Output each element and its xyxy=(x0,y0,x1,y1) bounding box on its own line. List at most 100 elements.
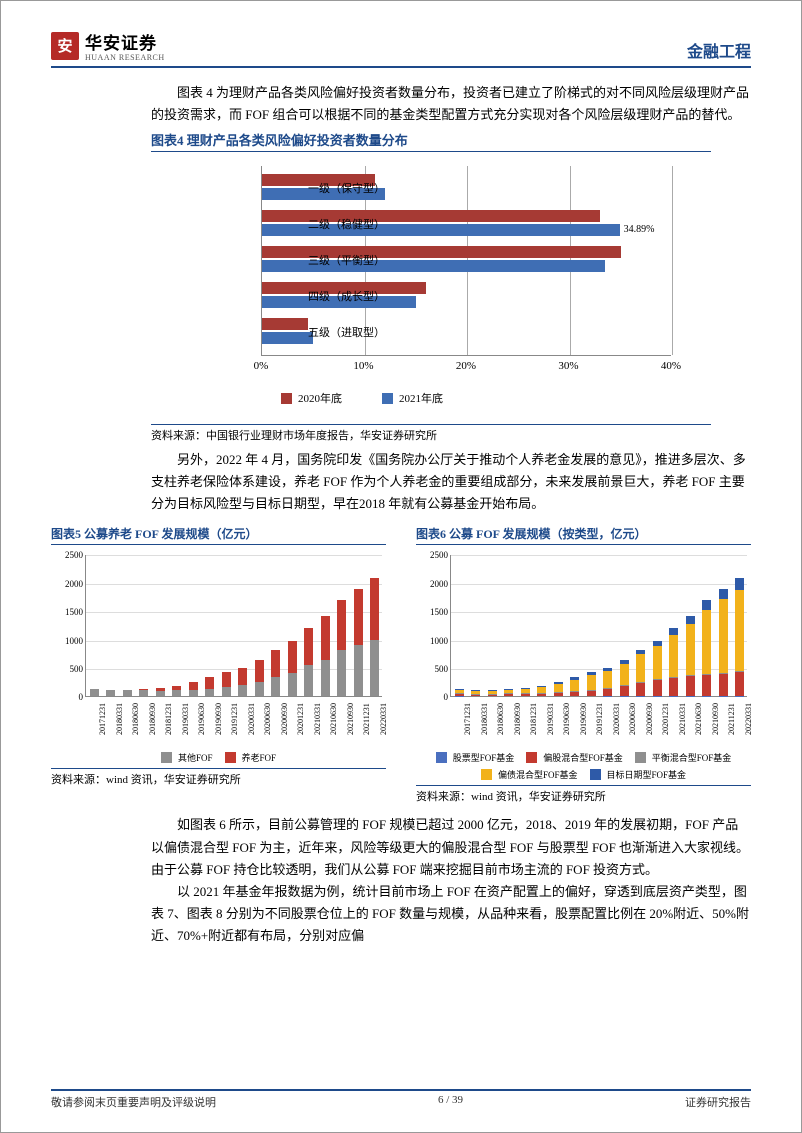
chart4-ylabel: 三级（平衡型） xyxy=(285,242,385,278)
stacked-segment xyxy=(304,628,313,664)
stacked-xtick: 20220331 xyxy=(379,687,388,735)
stacked-segment xyxy=(653,646,662,679)
chart4-callout: 34.89% xyxy=(624,224,655,235)
chart5-title: 图表5 公募养老 FOF 发展规模（亿元） xyxy=(51,525,386,545)
stacked-ytick: 500 xyxy=(70,664,84,674)
chart4-xtick: 20% xyxy=(456,360,476,372)
stacked-ytick: 1000 xyxy=(430,636,448,646)
stacked-segment xyxy=(653,641,662,646)
stacked-segment xyxy=(620,664,629,685)
stacked-segment xyxy=(669,628,678,634)
stacked-ytick: 1000 xyxy=(65,636,83,646)
chart5-legend: 其他FOF 养老FOF xyxy=(51,751,386,764)
stacked-segment xyxy=(669,677,678,696)
stacked-segment xyxy=(587,672,596,675)
stacked-segment xyxy=(702,696,711,697)
chart4-legend: 2020年底 2021年底 xyxy=(281,390,443,406)
header-category: 金融工程 xyxy=(687,38,751,62)
stacked-segment xyxy=(735,590,744,671)
stacked-segment xyxy=(702,674,711,696)
stacked-xtick: 20220331 xyxy=(744,687,753,735)
chart5-plot: 2017123120180331201806302018093020181231… xyxy=(85,555,382,697)
stacked-segment xyxy=(570,680,579,691)
stacked-segment xyxy=(172,690,181,696)
stacked-legend-item: 其他FOF xyxy=(161,751,213,764)
stacked-segment xyxy=(735,671,744,672)
stacked-segment xyxy=(735,672,744,696)
chart4-ylabel: 二级（稳健型） xyxy=(285,206,385,242)
stacked-segment xyxy=(504,693,513,696)
stacked-segment xyxy=(354,589,363,646)
footer-center: 6 / 39 xyxy=(438,1094,463,1110)
chart4: 34.89% 2020年底2021年底 0%10%20%30%40%一级（保守型… xyxy=(161,160,701,420)
stacked-ytick: 2000 xyxy=(65,579,83,589)
stacked-segment xyxy=(636,650,645,655)
stacked-legend-item: 养老FOF xyxy=(225,751,277,764)
stacked-legend-item: 股票型FOF基金 xyxy=(436,751,515,764)
chart4-legend-item: 2021年底 xyxy=(382,390,443,406)
stacked-segment xyxy=(238,685,247,696)
chart5-source: 资料来源：wind 资讯，华安证券研究所 xyxy=(51,768,386,787)
stacked-segment xyxy=(702,600,711,610)
stacked-segment xyxy=(205,689,214,697)
stacked-ytick: 2000 xyxy=(430,579,448,589)
stacked-segment xyxy=(669,696,678,697)
footer-left: 敬请参阅末页重要声明及评级说明 xyxy=(51,1094,216,1110)
stacked-segment xyxy=(537,686,546,687)
chart4-source: 资料来源：中国银行业理财市场年度报告，华安证券研究所 xyxy=(151,424,711,443)
stacked-segment xyxy=(370,578,379,639)
stacked-ytick: 2500 xyxy=(430,550,448,560)
stacked-segment xyxy=(735,578,744,590)
stacked-segment xyxy=(271,677,280,696)
stacked-segment xyxy=(139,690,148,696)
mid-paragraph: 另外，2022 年 4 月，国务院印发《国务院办公厅关于推动个人养老金发展的意见… xyxy=(151,449,751,515)
stacked-ytick: 500 xyxy=(435,664,449,674)
stacked-segment xyxy=(222,672,231,687)
logo-icon: 安 xyxy=(51,32,79,60)
chart4-ylabel: 一级（保守型） xyxy=(285,170,385,206)
para3: 以 2021 年基金年报数据为例，统计目前市场上 FOF 在资产配置上的偏好，穿… xyxy=(151,881,751,947)
chart6-source: 资料来源：wind 资讯，华安证券研究所 xyxy=(416,785,751,804)
stacked-legend-item: 平衡混合型FOF基金 xyxy=(635,751,732,764)
logo-text-cn: 华安证券 xyxy=(85,34,157,53)
stacked-segment xyxy=(370,640,379,697)
stacked-segment xyxy=(669,677,678,678)
stacked-segment xyxy=(238,668,247,686)
stacked-segment xyxy=(172,686,181,691)
stacked-segment xyxy=(570,691,579,696)
stacked-segment xyxy=(337,600,346,650)
stacked-segment xyxy=(603,668,612,671)
stacked-segment xyxy=(471,691,480,694)
stacked-segment xyxy=(735,696,744,697)
chart4-ylabel: 五级（进取型） xyxy=(285,314,385,350)
chart4-legend-item: 2020年底 xyxy=(281,390,342,406)
stacked-legend-item: 目标日期型FOF基金 xyxy=(590,768,687,781)
stacked-ytick: 2500 xyxy=(65,550,83,560)
stacked-segment xyxy=(686,624,695,675)
stacked-ytick: 0 xyxy=(79,692,84,702)
chart6-title: 图表6 公募 FOF 发展规模（按类型，亿元） xyxy=(416,525,751,545)
chart4-xtick: 0% xyxy=(254,360,269,372)
stacked-segment xyxy=(537,687,546,693)
stacked-segment xyxy=(603,688,612,696)
stacked-ytick: 0 xyxy=(444,692,449,702)
stacked-segment xyxy=(636,654,645,681)
stacked-segment xyxy=(139,689,148,690)
page-footer: 敬请参阅末页重要声明及评级说明 6 / 39 证券研究报告 xyxy=(51,1089,751,1110)
chart5: 2017123120180331201806302018093020181231… xyxy=(51,549,386,749)
stacked-ytick: 1500 xyxy=(430,607,448,617)
stacked-segment xyxy=(636,682,645,696)
chart6-legend: 股票型FOF基金偏股混合型FOF基金平衡混合型FOF基金偏债混合型FOF基金目标… xyxy=(416,751,751,781)
stacked-legend-item: 偏股混合型FOF基金 xyxy=(526,751,623,764)
stacked-segment xyxy=(719,599,728,672)
para2: 如图表 6 所示，目前公募管理的 FOF 规模已超过 2000 亿元，2018、… xyxy=(151,814,751,880)
logo: 安 华安证券 HUAAN RESEARCH xyxy=(51,29,165,62)
stacked-segment xyxy=(702,674,711,675)
stacked-segment xyxy=(620,660,629,664)
stacked-segment xyxy=(271,650,280,677)
chart6: 2017123120180331201806302018093020181231… xyxy=(416,549,751,749)
footer-right: 证券研究报告 xyxy=(685,1094,751,1110)
stacked-legend-item: 偏债混合型FOF基金 xyxy=(481,768,578,781)
stacked-segment xyxy=(719,589,728,600)
stacked-ytick: 1500 xyxy=(65,607,83,617)
